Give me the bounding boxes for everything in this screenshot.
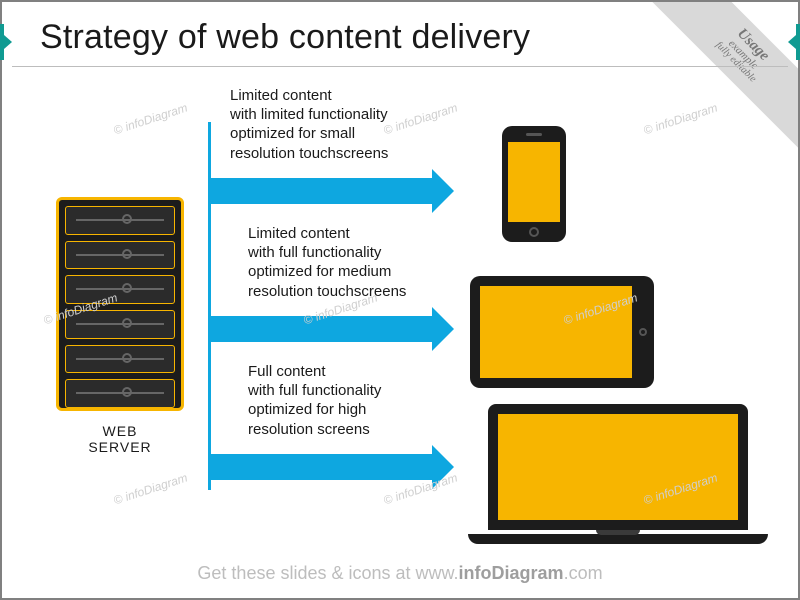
- footer-site-bold: infoDiagram: [459, 563, 564, 583]
- footer-site-post: .com: [564, 563, 603, 583]
- accent-right-tri-icon: [788, 35, 796, 49]
- usage-ribbon-band: Usage example fully editable: [648, 2, 798, 151]
- slide-title: Strategy of web content delivery: [40, 18, 530, 57]
- phone-icon: [502, 126, 566, 242]
- accent-right-bar: [796, 24, 800, 60]
- watermark: © infoDiagram: [382, 100, 459, 137]
- flow-arrow-2: [208, 454, 454, 480]
- title-underline: [12, 66, 788, 67]
- usage-ribbon: Usage example fully editable: [648, 2, 798, 152]
- server-label: WEB SERVER: [50, 423, 190, 455]
- ribbon-line2: example: [661, 2, 798, 137]
- footer-text: Get these slides & icons at www.infoDiag…: [2, 563, 798, 584]
- watermark: © infoDiagram: [112, 100, 189, 137]
- watermark: © infoDiagram: [112, 470, 189, 507]
- accent-left-tri-icon: [4, 35, 12, 49]
- footer-prefix: Get these slides & icons at: [197, 563, 415, 583]
- flow-arrow-1: [208, 316, 454, 342]
- slide-frame: Usage example fully editable Strategy of…: [0, 0, 800, 600]
- flow-desc-1: Limited content with full functionality …: [248, 224, 406, 301]
- watermark: © infoDiagram: [642, 100, 719, 137]
- server-icon: [56, 197, 184, 411]
- laptop-icon: [468, 404, 768, 544]
- tablet-icon: [470, 276, 654, 388]
- flow-desc-0: Limited content with limited functionali…: [230, 86, 388, 163]
- ribbon-line3: fully editable: [654, 2, 798, 144]
- footer-site-pre: www.: [416, 563, 459, 583]
- flow-desc-2: Full content with full functionality opt…: [248, 362, 381, 439]
- flow-arrow-0: [208, 178, 454, 204]
